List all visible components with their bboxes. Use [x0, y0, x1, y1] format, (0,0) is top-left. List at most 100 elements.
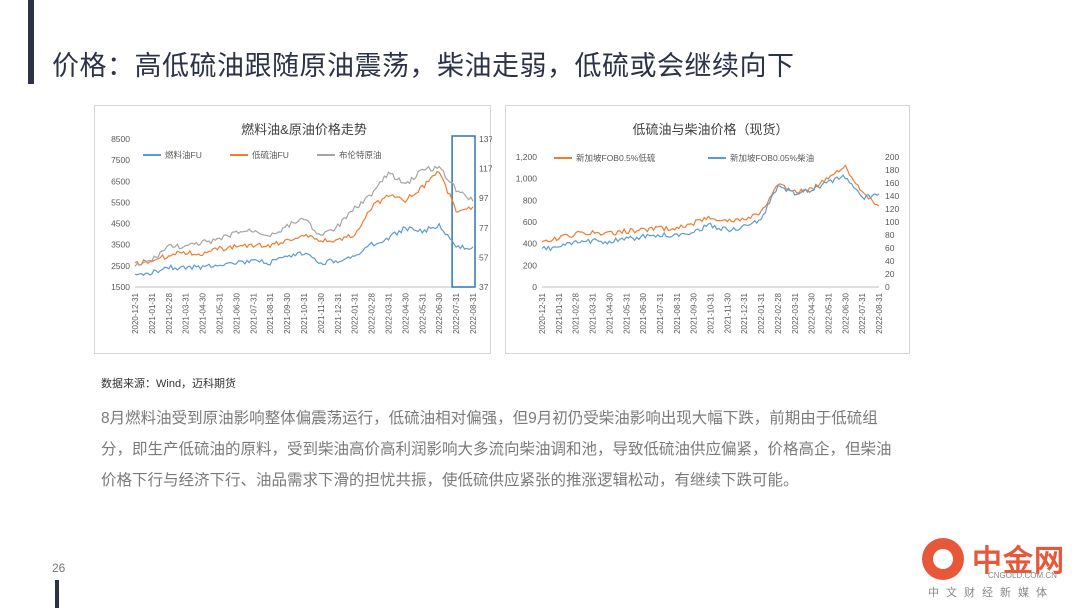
left-series-line — [134, 222, 474, 277]
right-x-tick-label: 2022-04-30 — [808, 292, 817, 333]
left-y2-tick-label: 117 — [479, 164, 492, 174]
right-y2-tick-label: 140 — [885, 191, 899, 201]
right-y2-tick-label: 80 — [885, 230, 895, 240]
right-x-tick-label: 2022-08-31 — [875, 292, 884, 333]
right-y-tick-label: 1,000 — [516, 174, 538, 184]
left-y-tick-label: 2500 — [111, 261, 130, 271]
left-y-tick-label: 8500 — [111, 134, 130, 144]
right-y-tick-label: 800 — [523, 195, 537, 205]
lowsulfur-diesel-price-chart-svg: 低硫油与柴油价格（现货）1,2001,000800600400200020018… — [516, 122, 900, 334]
right-x-tick-label: 2022-05-31 — [824, 292, 833, 333]
right-series-line — [541, 164, 880, 243]
left-y2-tick-label: 97 — [479, 193, 489, 203]
right-y2-tick-label: 60 — [885, 243, 895, 253]
left-y-tick-label: 6500 — [111, 176, 130, 186]
left-x-tick-label: 2021-04-30 — [199, 292, 208, 333]
left-series-line — [134, 170, 474, 266]
right-x-tick-label: 2022-03-31 — [791, 292, 800, 333]
right-x-tick-label: 2022-01-31 — [757, 292, 766, 333]
fuel-crude-price-chart-svg: 燃料油&原油价格走势 8500 7500 6500 5500 4500 3500 2500 15… — [111, 122, 492, 334]
left-y-tick-label: 5500 — [111, 197, 130, 207]
left-x-tick-label: 2021-01-31 — [148, 292, 157, 333]
left-title: 燃料油&原油价格走势 — [241, 122, 367, 137]
title-accent-bar — [28, 0, 34, 84]
right-x-tick-label: 2021-03-31 — [589, 292, 598, 333]
right-y-tick-label: 0 — [532, 282, 537, 292]
right-y2-tick-label: 40 — [885, 256, 895, 266]
fuel-crude-price-chart: 燃料油&原油价格走势 8500 7500 6500 5500 4500 3500 2500 15… — [94, 105, 492, 354]
right-y-tick-label: 600 — [523, 217, 537, 227]
left-x-tick-label: 2022-05-31 — [418, 292, 427, 333]
right-x-tick-label: 2022-07-31 — [858, 292, 867, 333]
left-x-tick-label: 2021-11-30 — [317, 292, 326, 333]
logo-url: CNGOLD.COM.CN — [988, 571, 1057, 580]
left-x-tick-label: 2021-09-30 — [283, 292, 292, 333]
left-highlight-box — [451, 135, 476, 288]
right-x-tick-label: 2021-09-30 — [690, 292, 699, 333]
right-x-tick-label: 2020-12-31 — [538, 292, 547, 333]
left-y2-tick-label: 37 — [479, 282, 489, 292]
right-x-tick-label: 2022-06-30 — [841, 292, 850, 333]
left-legend-label: 布伦特原油 — [339, 150, 382, 160]
right-x-tick-label: 2021-01-31 — [555, 292, 564, 333]
left-legend-label: 低硫油FU — [252, 150, 289, 160]
left-x-tick-label: 2021-08-31 — [266, 292, 275, 333]
left-x-tick-label: 2021-05-31 — [216, 292, 225, 333]
logo-name: 中金网 — [972, 545, 1065, 578]
left-x-tick-label: 2020-12-31 — [131, 292, 140, 333]
right-y2-tick-label: 120 — [885, 204, 899, 214]
right-y2-tick-label: 200 — [885, 152, 899, 162]
left-x-tick-label: 2022-07-31 — [452, 292, 461, 333]
right-x-tick-label: 2021-10-31 — [707, 292, 716, 333]
left-y-tick-label: 7500 — [111, 155, 130, 165]
logo-tagline: 中文财经新媒体 — [928, 587, 1054, 599]
left-x-tick-label: 2021-07-31 — [249, 292, 258, 333]
footer-accent-bar — [55, 580, 59, 608]
left-x-tick-label: 2022-08-31 — [469, 292, 478, 333]
left-x-tick-label: 2022-06-30 — [435, 292, 444, 333]
left-y2-tick-label: 57 — [479, 252, 489, 262]
page-number: 26 — [52, 561, 66, 575]
right-x-tick-label: 2021-07-31 — [656, 292, 665, 333]
right-x-tick-label: 2022-02-28 — [774, 292, 783, 333]
lowsulfur-diesel-price-chart: 低硫油与柴油价格（现货） 1,200 1,000 800 600 400 200 0 200 18… — [505, 105, 910, 354]
left-legend-label: 燃料油FU — [165, 150, 202, 160]
right-legend-label: 新加坡FOB0.5%低硫 — [576, 153, 656, 163]
left-x-tick-label: 2022-03-31 — [385, 292, 394, 333]
right-x-tick-label: 2021-11-30 — [723, 292, 732, 333]
page-title: 价格：高低硫油跟随原油震荡，柴油走弱，低硫或会继续向下 — [52, 51, 795, 81]
left-y2-tick-label: 77 — [479, 223, 489, 233]
right-y2-tick-label: 100 — [885, 217, 899, 227]
analysis-paragraph: 8月燃料油受到原油影响整体偏震荡运行，低硫油相对偏强，但9月初仍受柴油影响出现大… — [101, 410, 892, 489]
left-x-tick-label: 2021-10-31 — [300, 292, 309, 333]
data-source-note: 数据来源：Wind，迈科期货 — [101, 378, 237, 390]
right-y2-tick-label: 20 — [885, 269, 895, 279]
left-x-tick-label: 2021-06-30 — [232, 292, 241, 333]
right-y-tick-label: 400 — [523, 239, 537, 249]
left-y-tick-label: 3500 — [111, 240, 130, 250]
left-series-line — [134, 165, 474, 267]
right-x-tick-label: 2021-04-30 — [605, 292, 614, 333]
right-y2-tick-label: 180 — [885, 165, 899, 175]
logo-mark-icon — [922, 538, 964, 580]
left-x-tick-label: 2021-03-31 — [182, 292, 191, 333]
left-y-tick-label: 4500 — [111, 219, 130, 229]
right-series-line — [541, 174, 880, 252]
right-x-tick-label: 2021-08-31 — [673, 292, 682, 333]
right-y2-tick-label: 160 — [885, 178, 899, 188]
cngold-logo: 中金网 CNGOLD.COM.CN 中文财经新媒体 — [918, 536, 1078, 604]
right-legend-label: 新加坡FOB0.05%柴油 — [730, 153, 814, 163]
right-y-tick-label: 1,200 — [516, 152, 538, 162]
right-x-tick-label: 2021-06-30 — [639, 292, 648, 333]
left-x-tick-label: 2022-02-28 — [368, 292, 377, 333]
left-x-tick-label: 2022-01-31 — [351, 292, 360, 333]
left-y2-tick-label: 137 — [479, 134, 492, 144]
left-x-tick-label: 2022-04-30 — [401, 292, 410, 333]
right-x-tick-label: 2021-12-31 — [740, 292, 749, 333]
right-x-tick-label: 2021-05-31 — [622, 292, 631, 333]
right-y-tick-label: 200 — [523, 260, 537, 270]
left-y-tick-label: 1500 — [111, 282, 130, 292]
right-x-tick-label: 2021-02-28 — [572, 292, 581, 333]
right-title: 低硫油与柴油价格（现货） — [632, 122, 788, 137]
right-y2-tick-label: 0 — [885, 282, 890, 292]
